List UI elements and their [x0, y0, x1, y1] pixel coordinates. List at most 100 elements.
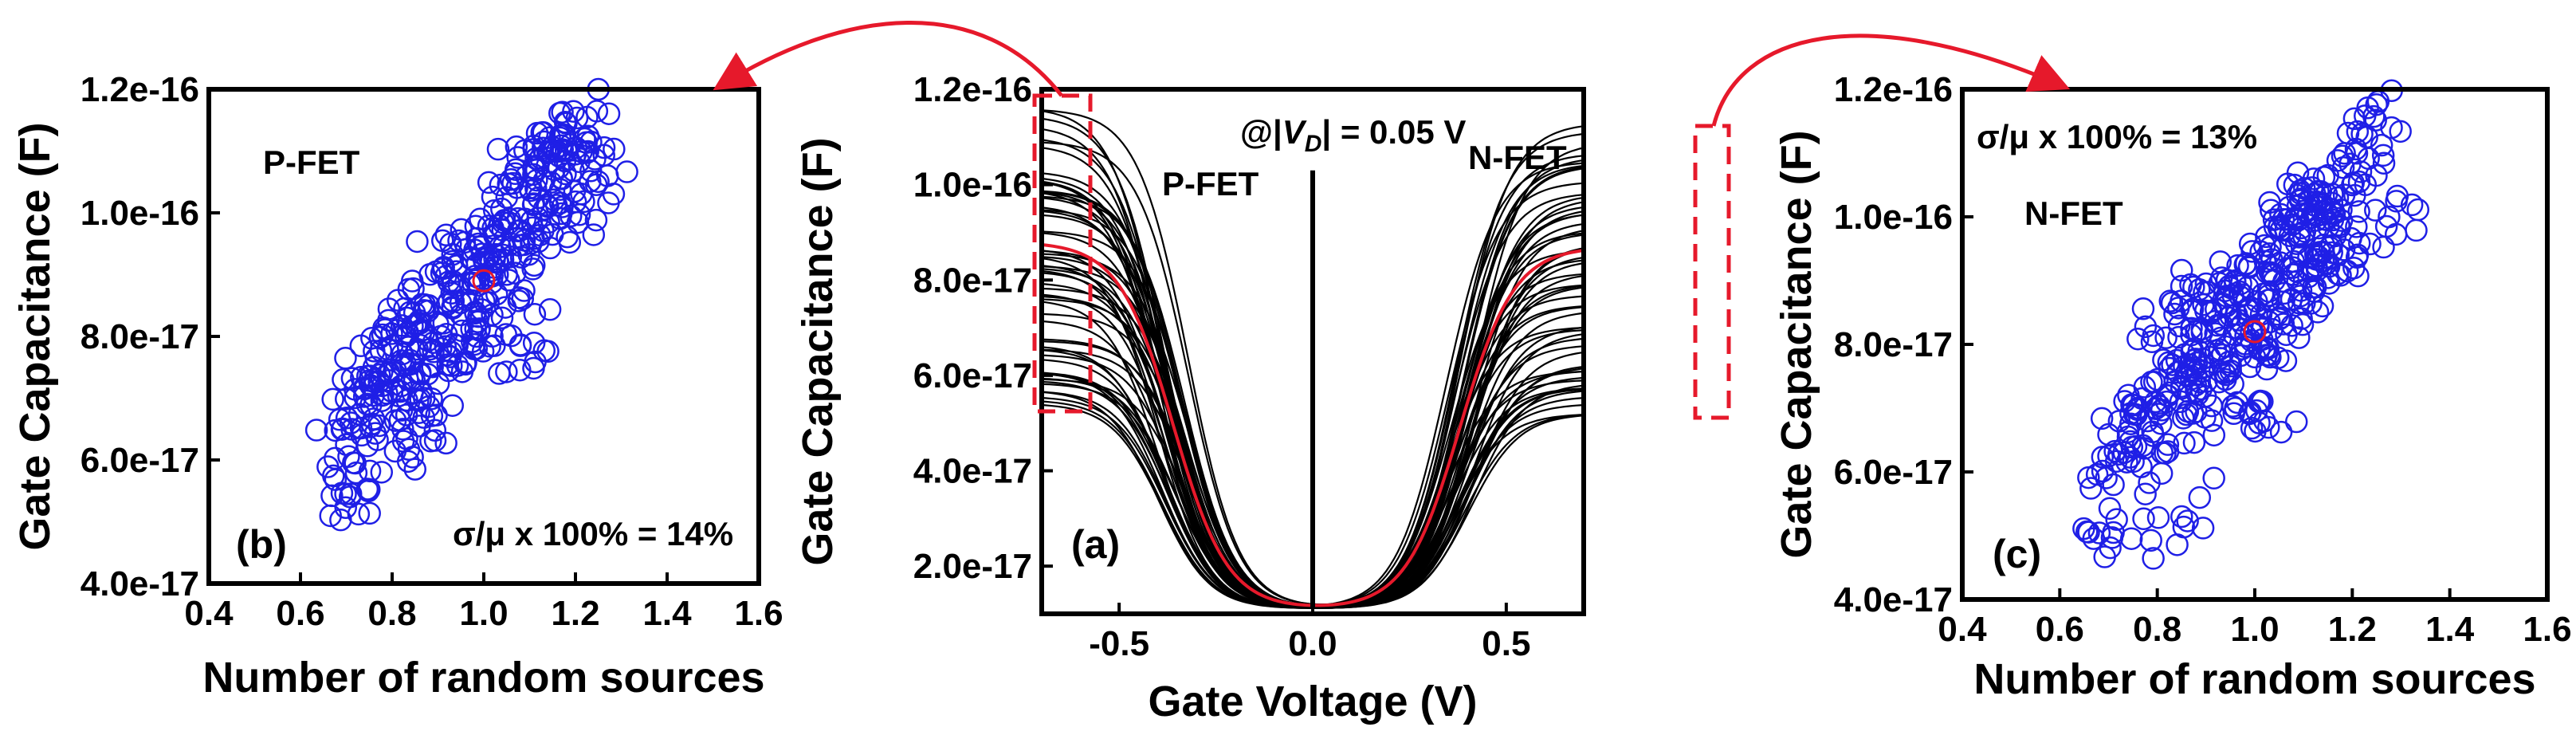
scatter-point: [615, 160, 638, 183]
scatter-point: [2347, 231, 2371, 255]
scatter-point: [572, 190, 595, 214]
scatter-point: [506, 206, 530, 230]
scatter-point: [2167, 314, 2191, 338]
scatter-point: [2213, 361, 2236, 384]
scatter-point: [2306, 204, 2329, 227]
scatter-point: [334, 347, 357, 370]
scatter-point: [2154, 326, 2177, 350]
y-tick-label: 4.0e-17: [1834, 580, 1953, 619]
scatter-point: [334, 496, 357, 519]
scatter-point: [2174, 363, 2197, 387]
scatter-point: [391, 418, 414, 441]
scatter-point: [461, 330, 484, 353]
scatter-point: [506, 146, 529, 169]
x-tick-label: 1.4: [642, 594, 692, 633]
scatter-point: [559, 133, 582, 156]
scatter-point: [2204, 322, 2227, 345]
scatter-point: [564, 136, 588, 159]
scatter-point: [2320, 241, 2343, 265]
scatter-point: [464, 301, 487, 325]
scatter-point: [542, 139, 566, 163]
scatter-point: [371, 323, 395, 347]
x-tick-label: 0.8: [367, 594, 416, 633]
panel-c-tag: (c): [1993, 532, 2041, 576]
scatter-point: [2098, 497, 2122, 521]
scatter-point: [2389, 120, 2412, 143]
x-tick-label: 0.4: [1938, 610, 1987, 649]
panel-b-xlabel: Number of random sources: [202, 654, 764, 702]
scatter-point: [2179, 273, 2202, 297]
scatter-point: [304, 419, 328, 442]
x-tick-label: 0.6: [276, 594, 324, 633]
scatter-point: [2280, 314, 2303, 337]
scatter-point: [2182, 430, 2206, 454]
scatter-point: [562, 100, 585, 123]
scatter-point: [2158, 356, 2181, 380]
scatter-point: [2320, 191, 2344, 215]
nfet-highlight-box: [1693, 124, 1731, 420]
scatter-point: [418, 337, 442, 361]
scatter-point: [2269, 420, 2293, 444]
scatter-point: [2139, 529, 2162, 552]
scatter-point: [2122, 403, 2146, 426]
scatter-point: [521, 257, 544, 281]
scatter-point: [2291, 312, 2315, 336]
scatter-point: [2163, 302, 2186, 326]
scatter-point: [481, 271, 504, 294]
scatter-point: [2142, 324, 2166, 348]
scatter-point: [2170, 274, 2193, 298]
scatter-point: [2371, 143, 2395, 167]
scatter-point: [504, 261, 527, 285]
scatter-point: [321, 387, 344, 411]
scatter-point: [2284, 232, 2308, 255]
scatter-point: [2269, 202, 2292, 226]
scatter-point: [2176, 509, 2199, 533]
scatter-point: [397, 438, 421, 461]
y-tick-label: 8.0e-17: [1834, 325, 1953, 364]
scatter-point: [344, 461, 368, 485]
scatter-point: [337, 445, 360, 468]
scatter-point: [2332, 238, 2356, 261]
arrow-to-panel-c: [1711, 33, 2071, 127]
scatter-point: [579, 170, 602, 193]
scatter-point: [2331, 156, 2355, 179]
scatter-point: [2126, 327, 2150, 351]
scatter-point: [2166, 533, 2189, 556]
scatter-point: [505, 135, 528, 159]
panel-b-scatter-points: [304, 77, 638, 532]
scatter-point: [2284, 410, 2308, 434]
scatter-point: [2370, 133, 2393, 157]
scatter-point: [2134, 482, 2157, 505]
scatter-point: [366, 428, 389, 451]
panel-b-pfet-scatter: 0.4 0.6 0.8 1.0 1.2 1.4 1.6 4.0e-17 6.0e-17 8.0e-…: [11, 70, 783, 702]
scatter-point: [584, 208, 608, 232]
panel-c-ylabel: Gate Capacitance (F): [1773, 130, 1820, 558]
panel-b-frame: [206, 87, 761, 586]
scatter-point: [537, 210, 560, 234]
scatter-point: [481, 185, 505, 209]
scatter-point: [482, 198, 506, 222]
scatter-point: [2226, 254, 2249, 277]
scatter-point: [483, 222, 506, 246]
scatter-point: [2347, 170, 2371, 194]
scatter-point: [2286, 183, 2309, 207]
scatter-point: [461, 271, 485, 295]
x-tick-label: 0.0: [1288, 624, 1337, 663]
scatter-point: [2172, 407, 2195, 430]
scatter-point: [397, 277, 421, 301]
scatter-point: [468, 266, 491, 290]
scatter-point: [2386, 184, 2409, 208]
scatter-point: [430, 324, 453, 348]
scatter-point: [2303, 242, 2327, 265]
scatter-point: [2099, 536, 2122, 560]
panel-a-ylabel: Gate Capacitance (F): [794, 137, 842, 565]
scatter-point: [383, 439, 407, 463]
scatter-point: [2346, 243, 2370, 266]
scatter-point: [2166, 297, 2190, 320]
y-tick-label: 8.0e-17: [80, 317, 199, 356]
scatter-point: [2405, 218, 2428, 242]
scatter-point: [2200, 300, 2223, 323]
x-tick-label: -0.5: [1089, 624, 1149, 663]
scatter-point: [2287, 326, 2311, 349]
scatter-point: [523, 302, 547, 326]
